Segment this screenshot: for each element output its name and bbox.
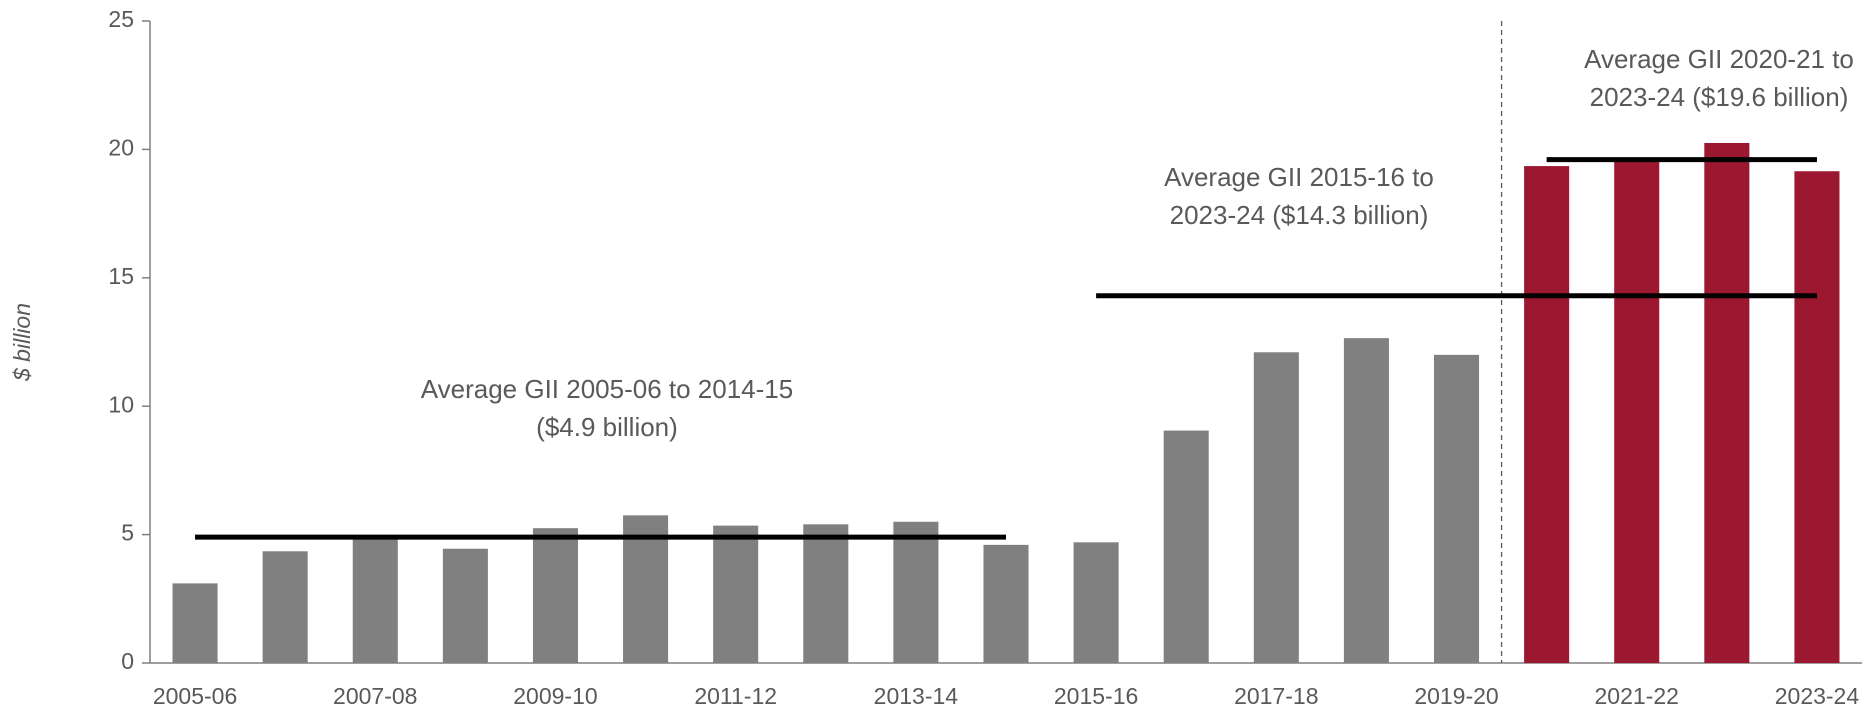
x-tick-label: 2011-12 [694, 683, 777, 709]
y-axis-label: $ billion [9, 303, 35, 382]
bar [1524, 166, 1570, 664]
x-tick-label: 2013-14 [874, 683, 959, 709]
x-tick-label: 2019-20 [1414, 683, 1498, 709]
bar [352, 537, 398, 663]
x-tick-label: 2017-18 [1234, 683, 1318, 709]
x-tick-label: 2023-24 [1775, 683, 1860, 709]
bar [442, 548, 488, 663]
y-tick-label: 5 [121, 520, 134, 546]
y-tick-label: 25 [108, 6, 134, 32]
bar [1343, 338, 1389, 663]
bar [1794, 171, 1840, 663]
x-tick-label: 2015-16 [1054, 683, 1138, 709]
bar [1434, 354, 1480, 663]
average-label: Average GII 2005-06 to 2014-15 [421, 374, 793, 404]
bar [1253, 352, 1299, 663]
y-tick-label: 10 [108, 391, 134, 417]
bar [262, 551, 308, 663]
bar [1614, 159, 1660, 663]
bar [1704, 142, 1750, 664]
y-tick-label: 20 [108, 134, 134, 160]
x-tick-label: 2021-22 [1595, 683, 1679, 709]
x-tick-label: 2007-08 [333, 683, 417, 709]
bar [893, 521, 939, 663]
bar [1073, 542, 1119, 663]
average-label: Average GII 2015-16 to [1164, 162, 1434, 192]
x-tick-label: 2009-10 [513, 683, 597, 709]
average-label: ($4.9 billion) [536, 412, 678, 442]
bar [803, 524, 849, 663]
bar [713, 525, 759, 663]
x-tick-label: 2005-06 [153, 683, 237, 709]
bar [1163, 430, 1209, 663]
average-label: 2023-24 ($19.6 billion) [1590, 82, 1849, 112]
bar [983, 544, 1029, 663]
bar [172, 583, 218, 663]
y-tick-label: 0 [121, 648, 134, 674]
average-label: 2023-24 ($14.3 billion) [1170, 200, 1429, 230]
bar [532, 528, 578, 663]
bar [623, 515, 669, 663]
average-label: Average GII 2020-21 to [1584, 44, 1854, 74]
y-tick-label: 15 [108, 263, 134, 289]
